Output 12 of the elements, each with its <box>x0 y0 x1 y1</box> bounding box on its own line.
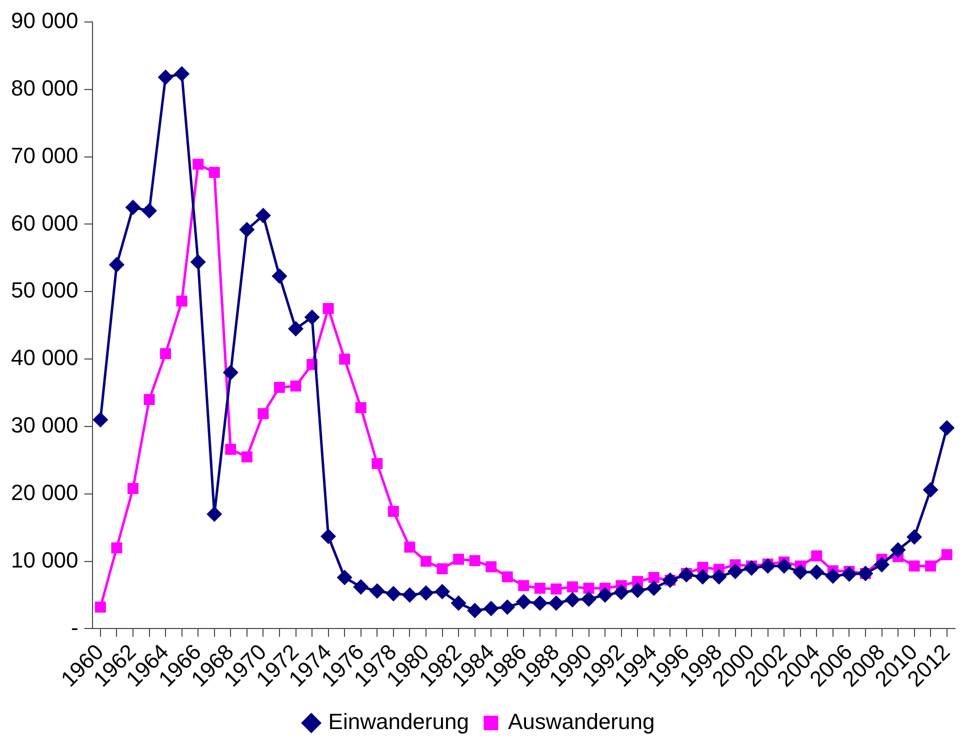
y-tick-label: 80 000 <box>10 75 78 100</box>
y-tick-label: 60 000 <box>10 210 78 236</box>
y-tick-label: 10 000 <box>10 547 78 572</box>
y-tick-label: 70 000 <box>10 142 78 168</box>
y-tick-label: - <box>70 614 78 640</box>
y-tick-label: 90 000 <box>10 8 78 34</box>
legend-label: Auswanderung <box>508 709 655 734</box>
y-tick-label: 30 000 <box>10 412 78 438</box>
y-tick-label: 40 000 <box>10 345 78 370</box>
y-tick-label: 50 000 <box>10 278 78 303</box>
y-tick-label: 20 000 <box>10 480 78 505</box>
legend-label: Einwanderung <box>328 709 469 734</box>
